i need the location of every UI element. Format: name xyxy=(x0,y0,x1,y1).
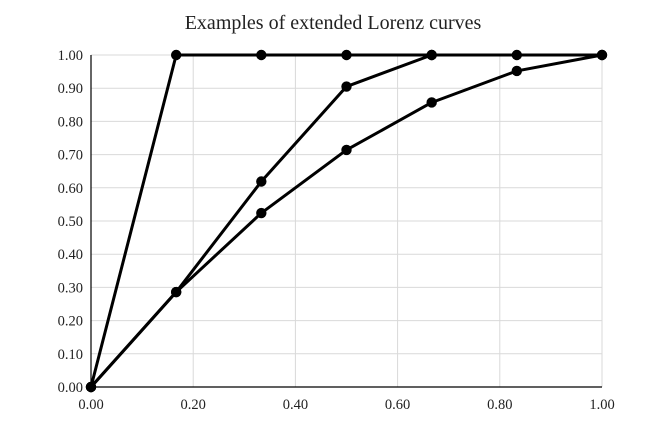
y-tick-label: 0.20 xyxy=(58,314,83,330)
series-2-point xyxy=(256,176,267,187)
series-3-point xyxy=(85,381,97,393)
axes xyxy=(90,55,602,388)
series-3-point xyxy=(170,286,182,298)
series-3-point xyxy=(341,144,352,156)
y-tick-label: 0.40 xyxy=(58,247,83,263)
tick-labels: 0.00 0.10 0.20 0.30 0.40 0.50 0.60 0.70 0.80 0.90… xyxy=(58,48,615,413)
series-1-point xyxy=(341,49,352,61)
series-3-point xyxy=(256,207,267,219)
series-1-point xyxy=(256,49,267,61)
gridlines xyxy=(91,54,603,387)
series-2-point xyxy=(426,49,437,61)
x-tick-label: 1.00 xyxy=(589,397,614,413)
series-2-point xyxy=(341,81,352,92)
series-3-point xyxy=(596,49,608,61)
x-tick-label: 0.20 xyxy=(181,397,206,413)
x-tick-label: 0.80 xyxy=(487,397,512,413)
y-tick-label: 0.00 xyxy=(58,380,83,396)
chart-title: Examples of extended Lorenz curves xyxy=(185,12,482,34)
series-1-point xyxy=(170,49,182,61)
x-tick-label: 0.40 xyxy=(283,397,308,413)
y-tick-label: 1.00 xyxy=(58,48,83,64)
y-tick-label: 0.30 xyxy=(58,280,83,296)
y-tick-label: 0.70 xyxy=(58,148,83,164)
x-tick-label: 0.60 xyxy=(385,397,410,413)
y-tick-label: 0.10 xyxy=(58,347,83,363)
y-tick-label: 0.90 xyxy=(58,81,83,97)
series-3-point xyxy=(426,97,437,108)
series-3-point xyxy=(511,65,523,77)
series-1-point xyxy=(511,49,523,61)
data-markers xyxy=(85,49,608,393)
x-tick-label: 0.00 xyxy=(78,397,103,413)
y-tick-label: 0.80 xyxy=(58,114,83,130)
y-tick-label: 0.50 xyxy=(58,214,83,230)
y-tick-label: 0.60 xyxy=(58,181,83,197)
